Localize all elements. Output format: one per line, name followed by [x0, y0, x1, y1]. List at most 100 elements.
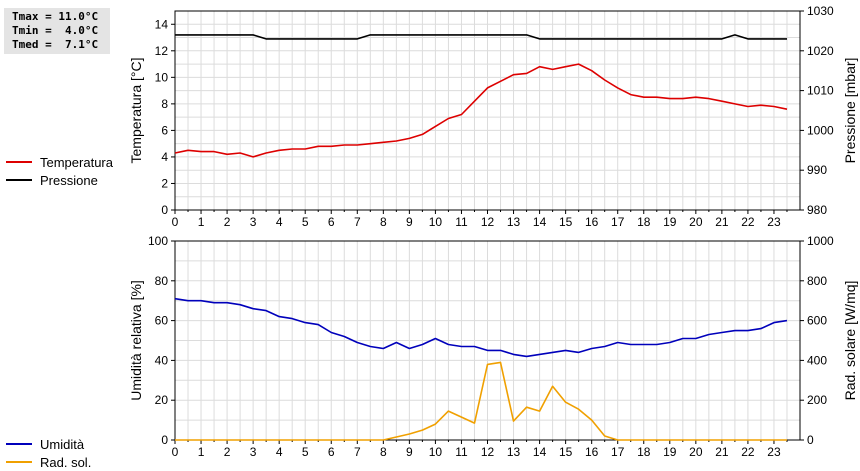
chart-0: 0 1 2 3 4 5 6 7 8 9 10 11 12 13 14 15 16 17 18 19 20 21 22 2302…: [128, 4, 858, 229]
y-right-tick-label: 1010: [807, 84, 834, 98]
x-tick-label: 8: [380, 445, 387, 459]
x-tick-label: 21: [715, 215, 729, 229]
x-tick-label: 4: [276, 215, 283, 229]
legend-item-umidita: Umidità: [6, 435, 91, 453]
charts-canvas: 0 1 2 3 4 5 6 7 8 9 10 11 12 13 14 15 16 17 18 19 20 21 22 2302…: [128, 4, 858, 459]
y-left-tick-label: 10: [155, 70, 169, 84]
y-right-tick-label: 600: [807, 314, 827, 328]
x-tick-label: 5: [302, 445, 309, 459]
x-tick-label: 14: [533, 215, 547, 229]
x-tick-label: 8: [380, 215, 387, 229]
y-right-tick-label: 980: [807, 203, 827, 217]
x-tick-label: 7: [354, 215, 361, 229]
y-left-axis-label: Umidità relativa [%]: [128, 280, 144, 401]
y-right-tick-label: 1020: [807, 44, 834, 58]
y-left-tick-label: 40: [155, 353, 169, 367]
legend-label-pressione: Pressione: [40, 172, 98, 188]
x-tick-label: 4: [276, 445, 283, 459]
legend-top: Temperatura Pressione: [6, 153, 113, 189]
x-tick-label: 15: [559, 445, 573, 459]
y-right-tick-label: 0: [807, 433, 814, 447]
y-right-tick-label: 1000: [807, 234, 834, 248]
legend-label-umidita: Umidità: [40, 436, 85, 452]
legend-swatch-temperatura: [6, 161, 32, 163]
stat-tmax: Tmax = 11.0°C: [12, 10, 99, 23]
x-tick-label: 21: [715, 445, 729, 459]
y-left-tick-label: 0: [161, 433, 168, 447]
y-left-tick-label: 2: [161, 176, 168, 190]
y-left-tick-label: 60: [155, 314, 169, 328]
x-tick-label: 6: [328, 215, 335, 229]
y-left-tick-label: 8: [161, 97, 168, 111]
x-tick-label: 13: [507, 215, 521, 229]
y-right-tick-label: 400: [807, 353, 827, 367]
x-tick-label: 12: [481, 445, 495, 459]
x-tick-label: 3: [250, 215, 257, 229]
x-tick-label: 7: [354, 445, 361, 459]
legend-swatch-pressione: [6, 179, 32, 181]
y-right-tick-label: 1000: [807, 123, 834, 137]
x-tick-label: 1: [198, 445, 205, 459]
legend-item-pressione: Pressione: [6, 171, 113, 189]
weather-dashboard: Tmax = 11.0°C Tmin = 4.0°C Tmed = 7.1°C Te…: [4, 4, 858, 470]
x-tick-label: 9: [406, 215, 413, 229]
y-right-tick-label: 200: [807, 393, 827, 407]
y-left-tick-label: 4: [161, 150, 168, 164]
legend-swatch-rad-sol: [6, 461, 32, 463]
x-tick-label: 10: [429, 215, 443, 229]
x-tick-label: 9: [406, 445, 413, 459]
x-tick-label: 1: [198, 215, 205, 229]
x-tick-label: 23: [767, 445, 781, 459]
legend-item-temperatura: Temperatura: [6, 153, 113, 171]
x-tick-label: 6: [328, 445, 335, 459]
series-line-umidit: [174, 297, 788, 358]
series-line-rad-sol: [175, 361, 787, 441]
y-left-tick-label: 14: [155, 17, 169, 31]
y-left-tick-label: 0: [161, 203, 168, 217]
x-tick-label: 18: [637, 215, 651, 229]
x-tick-label: 22: [741, 445, 755, 459]
x-tick-label: 12: [481, 215, 495, 229]
x-tick-label: 14: [533, 445, 547, 459]
x-tick-label: 18: [637, 445, 651, 459]
x-tick-label: 11: [455, 215, 468, 229]
x-tick-label: 22: [741, 215, 755, 229]
y-left-tick-label: 12: [155, 44, 169, 58]
x-tick-label: 23: [767, 215, 781, 229]
y-left-tick-label: 100: [148, 234, 168, 248]
x-tick-label: 11: [455, 445, 468, 459]
y-left-tick-label: 6: [161, 123, 168, 137]
x-tick-label: 0: [172, 215, 179, 229]
y-left-axis-label: Temperatura [°C]: [128, 58, 144, 164]
y-right-tick-label: 800: [807, 274, 827, 288]
y-right-axis-label: Rad. solare [W/mq]: [842, 281, 858, 401]
x-tick-label: 15: [559, 215, 573, 229]
x-tick-label: 16: [585, 215, 599, 229]
stat-tmin: Tmin = 4.0°C: [12, 24, 99, 37]
x-tick-label: 19: [663, 445, 677, 459]
x-tick-label: 5: [302, 215, 309, 229]
x-tick-label: 0: [172, 445, 179, 459]
x-tick-label: 17: [611, 215, 625, 229]
x-tick-label: 16: [585, 445, 599, 459]
x-tick-label: 2: [224, 445, 231, 459]
series-line-pressione: [175, 34, 787, 40]
x-tick-label: 3: [250, 445, 257, 459]
y-right-tick-label: 990: [807, 163, 827, 177]
x-tick-label: 10: [429, 445, 443, 459]
chart-1: 0 1 2 3 4 5 6 7 8 9 10 11 12 13 14 15 16 17 18 19 20 21 22 2302…: [128, 234, 858, 459]
x-tick-label: 20: [689, 445, 703, 459]
stat-tmed: Tmed = 7.1°C: [12, 38, 99, 51]
y-left-tick-label: 20: [155, 393, 169, 407]
x-tick-label: 2: [224, 215, 231, 229]
x-tick-label: 13: [507, 445, 521, 459]
y-right-tick-label: 1030: [807, 4, 834, 18]
legend-swatch-umidita: [6, 443, 32, 445]
temperature-stats-box: Tmax = 11.0°C Tmin = 4.0°C Tmed = 7.1°C: [4, 8, 110, 54]
y-left-tick-label: 80: [155, 274, 169, 288]
series-line-temperatura: [174, 63, 788, 158]
x-tick-label: 19: [663, 215, 677, 229]
x-tick-label: 17: [611, 445, 625, 459]
x-tick-label: 20: [689, 215, 703, 229]
y-right-axis-label: Pressione [mbar]: [842, 58, 858, 164]
